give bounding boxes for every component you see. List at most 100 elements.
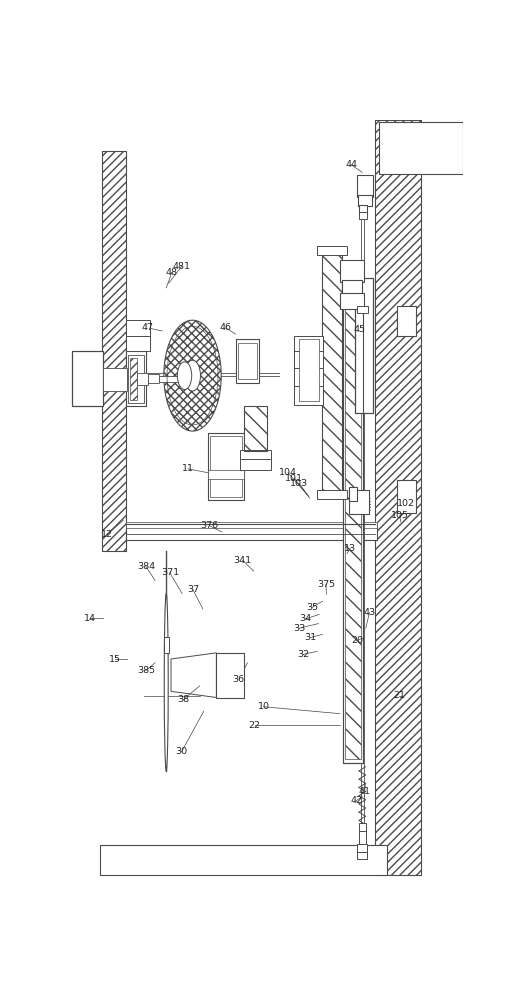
Bar <box>103 372 127 387</box>
Text: 481: 481 <box>173 262 191 271</box>
Bar <box>340 293 364 309</box>
Text: 46: 46 <box>220 323 232 332</box>
Text: 37: 37 <box>187 585 199 594</box>
Bar <box>295 349 323 368</box>
Text: 105: 105 <box>391 511 409 520</box>
Bar <box>356 278 373 413</box>
Bar <box>343 293 363 763</box>
Text: 47: 47 <box>142 323 154 332</box>
Bar <box>128 355 144 403</box>
Bar <box>208 470 244 479</box>
Text: 20: 20 <box>351 636 363 645</box>
Text: 103: 103 <box>290 479 308 488</box>
Bar <box>322 251 341 497</box>
Bar <box>359 205 366 214</box>
Bar <box>72 351 103 406</box>
Polygon shape <box>164 320 221 431</box>
Bar <box>236 339 260 383</box>
Polygon shape <box>171 653 216 698</box>
Bar <box>350 490 369 514</box>
Text: 13: 13 <box>344 544 356 553</box>
Bar <box>137 373 148 385</box>
Bar <box>340 260 364 282</box>
Text: 31: 31 <box>304 633 317 642</box>
Bar <box>100 845 387 875</box>
Bar <box>164 637 169 653</box>
Bar <box>375 120 421 875</box>
Circle shape <box>185 360 200 391</box>
Bar <box>295 336 323 351</box>
Bar <box>299 339 319 401</box>
Bar <box>210 436 242 497</box>
Bar <box>379 122 463 174</box>
Bar <box>357 844 368 852</box>
Bar <box>341 280 362 294</box>
Bar <box>357 852 368 859</box>
Bar <box>295 366 323 386</box>
Bar <box>126 351 146 406</box>
Bar <box>359 212 368 219</box>
Bar <box>295 386 323 405</box>
Bar <box>358 195 372 206</box>
Bar <box>350 487 357 501</box>
Text: 10: 10 <box>258 702 269 711</box>
Bar <box>357 306 368 312</box>
Bar <box>244 406 267 451</box>
Text: 48: 48 <box>166 268 178 277</box>
Text: 14: 14 <box>84 614 96 623</box>
Text: 101: 101 <box>285 474 303 483</box>
Text: 371: 371 <box>161 568 179 577</box>
Bar <box>244 406 267 451</box>
Text: 41: 41 <box>359 787 371 796</box>
Bar <box>375 120 421 875</box>
Text: 34: 34 <box>300 614 311 623</box>
Ellipse shape <box>164 594 168 771</box>
Bar <box>317 246 347 255</box>
Text: 102: 102 <box>397 499 415 508</box>
Bar <box>397 480 416 513</box>
Bar <box>126 320 150 336</box>
Bar <box>208 433 244 500</box>
Text: 36: 36 <box>233 675 245 684</box>
Bar <box>359 823 366 832</box>
Bar <box>240 459 270 470</box>
Bar <box>103 368 127 391</box>
Text: 375: 375 <box>317 580 335 589</box>
Bar <box>343 293 363 763</box>
Bar <box>357 175 373 197</box>
Bar <box>322 251 341 497</box>
Text: 38: 38 <box>177 695 189 704</box>
Bar <box>126 334 150 351</box>
Bar <box>159 376 185 382</box>
Text: 45: 45 <box>354 325 366 334</box>
Text: 35: 35 <box>306 603 318 612</box>
Bar <box>345 297 361 759</box>
Bar <box>126 524 377 540</box>
Text: 15: 15 <box>109 654 121 664</box>
Text: 341: 341 <box>234 556 252 565</box>
Text: 32: 32 <box>297 650 309 659</box>
Text: 21: 21 <box>393 691 405 700</box>
Text: 104: 104 <box>279 468 297 477</box>
Bar <box>102 151 126 551</box>
Text: 12: 12 <box>101 530 113 539</box>
Bar <box>317 490 347 499</box>
Bar <box>359 831 366 845</box>
Bar <box>216 653 244 698</box>
Text: 22: 22 <box>249 721 261 730</box>
Bar <box>126 522 377 528</box>
Text: 385: 385 <box>137 666 155 675</box>
Bar <box>238 343 258 379</box>
Bar <box>130 358 137 400</box>
Bar <box>102 151 126 551</box>
Bar <box>397 306 416 336</box>
Text: 33: 33 <box>293 624 305 633</box>
Text: 43: 43 <box>363 608 375 617</box>
Text: 44: 44 <box>345 160 357 169</box>
Text: 11: 11 <box>182 464 194 473</box>
Bar <box>148 374 159 383</box>
Text: 30: 30 <box>176 747 188 756</box>
Bar <box>240 450 270 460</box>
Text: 376: 376 <box>200 521 219 530</box>
Circle shape <box>177 362 192 389</box>
